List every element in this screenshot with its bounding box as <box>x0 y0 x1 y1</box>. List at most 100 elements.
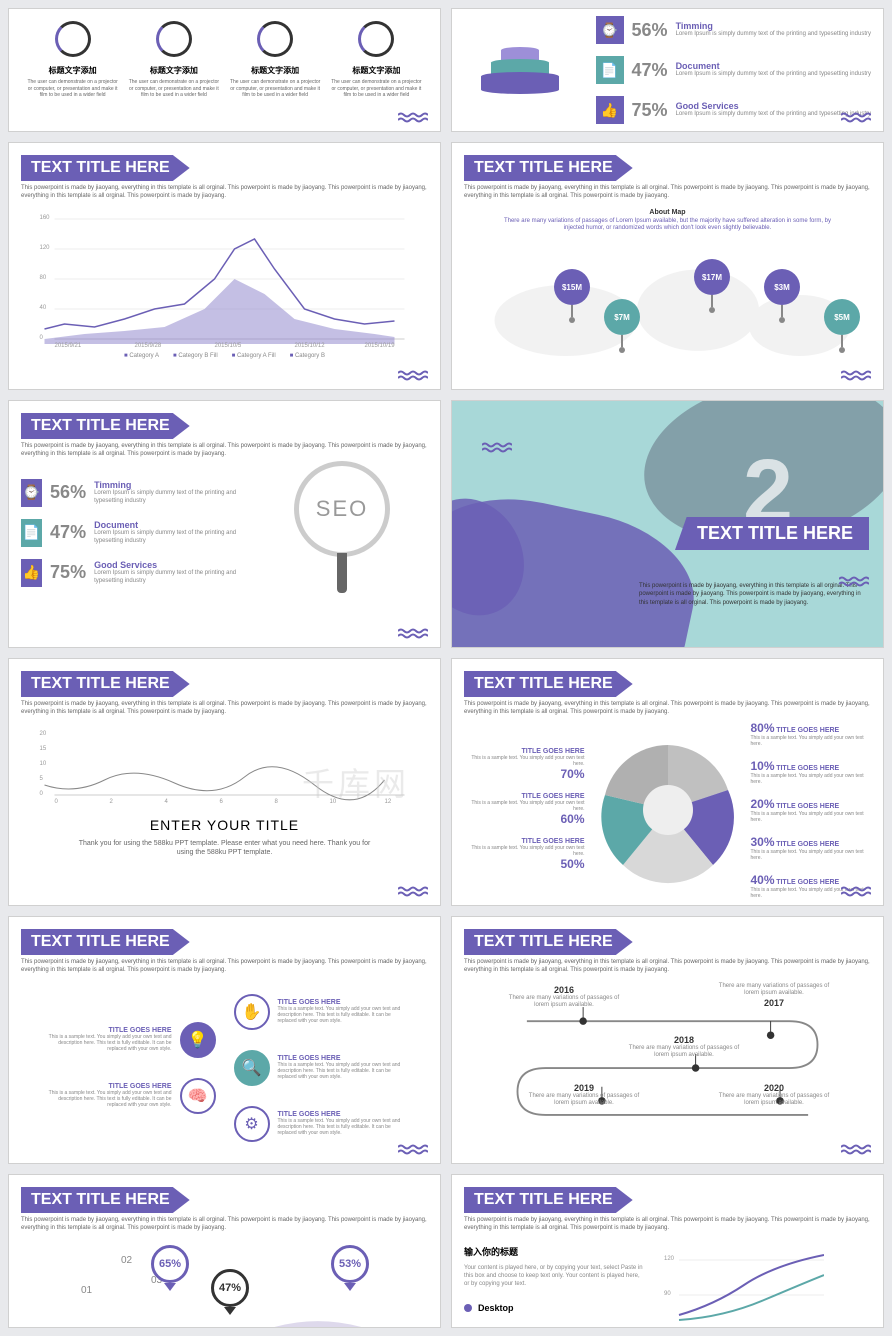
svg-text:2015/9/28: 2015/9/28 <box>135 343 162 349</box>
wave-icon <box>398 627 428 639</box>
radial-label: 30% TITLE GOES HEREThis is a sample text… <box>751 835 872 861</box>
map-pin: $7M <box>604 299 640 345</box>
slide-section-divider: 2 TEXT TITLE HERE This powerpoint is mad… <box>451 400 884 648</box>
about-map-desc: There are many variations of passages of… <box>498 218 838 234</box>
metric-row: 📄 47% DocumentLorem Ipsum is simply dumm… <box>596 56 871 84</box>
slide-subtitle: This powerpoint is made by jiaoyang, eve… <box>464 185 871 201</box>
lightbulb-icon: 💡 <box>180 1022 216 1058</box>
slide-title: TEXT TITLE HERE <box>21 155 190 181</box>
desktop-chart: 120 90 <box>664 1245 824 1325</box>
slide-subtitle: This powerpoint is made by jiaoyang, eve… <box>21 185 428 201</box>
radial-label: TITLE GOES HEREThis is a sample text. Yo… <box>464 838 585 871</box>
pin-value: $7M <box>604 299 640 335</box>
chart-legend: Category A Category B Fill Category A Fi… <box>21 353 428 359</box>
metric-pct: 56% <box>50 482 86 503</box>
metric-title: Document <box>676 61 871 71</box>
legend-item: Category B Fill <box>173 353 218 359</box>
proc-desc: This is a sample text. You simply add yo… <box>42 1034 172 1052</box>
slide-subtitle: This powerpoint is made by jiaoyang, eve… <box>21 701 428 717</box>
metric-pct: 75% <box>632 100 668 121</box>
legend-item: Category A <box>124 353 159 359</box>
line-chart: 20 15 10 5 0 0 2 4 6 8 10 12 <box>21 725 428 805</box>
metric-list: ⌚ 56% TimmingLorem Ipsum is simply dummy… <box>21 479 241 587</box>
metric-title: Document <box>94 520 241 530</box>
svg-text:10: 10 <box>40 761 47 767</box>
stat-heading: 标题文字添加 <box>128 65 219 76</box>
process-item: ⚙ TITLE GOES HEREThis is a sample text. … <box>234 1106 408 1142</box>
process-item: 🧠 TITLE GOES HEREThis is a sample text. … <box>42 1078 216 1114</box>
proc-desc: This is a sample text. You simply add yo… <box>278 1006 408 1024</box>
proc-title: TITLE GOES HERE <box>42 1027 172 1034</box>
marker-value: 65% <box>151 1245 189 1283</box>
slide-map: TEXT TITLE HERE This powerpoint is made … <box>451 142 884 390</box>
metric-pct: 47% <box>50 522 86 543</box>
slide-title: TEXT TITLE HERE <box>464 671 633 697</box>
slide-markers: TEXT TITLE HERE This powerpoint is made … <box>8 1174 441 1328</box>
wave-icon <box>841 369 871 381</box>
slide-subtitle: This powerpoint is made by jiaoyang, eve… <box>464 959 871 975</box>
stat-col: 标题文字添加 The user can demonstrate on a pro… <box>331 21 422 99</box>
slide-title: TEXT TITLE HERE <box>464 155 633 181</box>
about-map-title: About Map <box>464 209 871 216</box>
wave-icon <box>841 111 871 123</box>
svg-text:90: 90 <box>664 1291 671 1297</box>
legend-item: Category A Fill <box>232 353 276 359</box>
metric-row: 👍 75% Good ServicesLorem Ipsum is simply… <box>21 559 241 587</box>
seo-magnifier-icon: SEO <box>294 461 390 593</box>
area-chart: 160 120 80 40 0 2015/9/21 2015/9/28 2015… <box>21 209 428 349</box>
desktop-title: 输入你的标题 <box>464 1245 644 1258</box>
wave-icon <box>482 441 512 453</box>
timeline-text: There are many variations of passages of… <box>504 995 624 1011</box>
proc-title: TITLE GOES HERE <box>278 1055 408 1062</box>
pin-value: $5M <box>824 299 860 335</box>
timeline-text: There are many variations of passages of… <box>714 1093 834 1109</box>
metric-desc: Lorem Ipsum is simply dummy text of the … <box>94 530 241 544</box>
radial-label: 80% TITLE GOES HEREThis is a sample text… <box>751 721 872 747</box>
svg-text:0: 0 <box>40 335 44 341</box>
stat-desc: The user can demonstrate on a projector … <box>331 79 422 99</box>
desktop-desc: Your content is played here, or by copyi… <box>464 1264 644 1289</box>
slide-radial: TEXT TITLE HERE This powerpoint is made … <box>451 658 884 906</box>
metric-title: Timming <box>94 480 241 490</box>
metric-pct: 47% <box>632 60 668 81</box>
svg-text:2015/10/19: 2015/10/19 <box>365 343 396 349</box>
timeline-year: 2019 <box>524 1083 644 1093</box>
wave-icon <box>841 885 871 897</box>
svg-text:120: 120 <box>40 245 51 251</box>
stat-col: 标题文字添加 The user can demonstrate on a pro… <box>230 21 321 99</box>
bullet-icon <box>464 1304 472 1312</box>
rank-label: 02 <box>121 1255 132 1266</box>
slide-title: TEXT TITLE HERE <box>21 413 190 439</box>
timeline-year: 2016 <box>504 985 624 995</box>
map-chart: $15M$7M$17M$3M$5M <box>464 239 871 379</box>
svg-text:4: 4 <box>165 799 169 805</box>
map-pin: $15M <box>554 269 590 315</box>
timeline-text: There are many variations of passages of… <box>624 1045 744 1061</box>
marker-chart: 01 02 03 65%47%53% <box>21 1245 428 1328</box>
pin-value: $15M <box>554 269 590 305</box>
process-diagram: 💡 TITLE GOES HEREThis is a sample text. … <box>21 983 428 1153</box>
process-item: 🔍 TITLE GOES HEREThis is a sample text. … <box>234 1050 408 1086</box>
svg-text:8: 8 <box>275 799 279 805</box>
metric-desc: Lorem Ipsum is simply dummy text of the … <box>676 31 871 38</box>
metric-row: ⌚ 56% TimmingLorem Ipsum is simply dummy… <box>596 16 871 44</box>
radial-chart-wrap: TITLE GOES HEREThis is a sample text. Yo… <box>464 725 871 895</box>
process-item: ✋ TITLE GOES HEREThis is a sample text. … <box>234 994 408 1030</box>
desktop-label: Desktop <box>478 1303 514 1313</box>
search-icon: 🔍 <box>234 1050 270 1086</box>
proc-desc: This is a sample text. You simply add yo… <box>42 1090 172 1108</box>
slide-title: TEXT TITLE HERE <box>21 929 190 955</box>
marker-pin: 53% <box>331 1245 369 1291</box>
metric-title: Good Services <box>676 101 871 111</box>
radial-label: 10% TITLE GOES HEREThis is a sample text… <box>751 759 872 785</box>
svg-text:2: 2 <box>110 799 114 805</box>
svg-text:5: 5 <box>40 776 44 782</box>
metric-title: Good Services <box>94 560 241 570</box>
slide-title: TEXT TITLE HERE <box>21 1187 190 1213</box>
marker-pin: 65% <box>151 1245 189 1291</box>
pin-value: $3M <box>764 269 800 305</box>
thumbs-up-icon: 👍 <box>596 96 624 124</box>
stat-desc: The user can demonstrate on a projector … <box>27 79 118 99</box>
svg-text:2015/10/5: 2015/10/5 <box>215 343 242 349</box>
metric-title: Timming <box>676 21 871 31</box>
